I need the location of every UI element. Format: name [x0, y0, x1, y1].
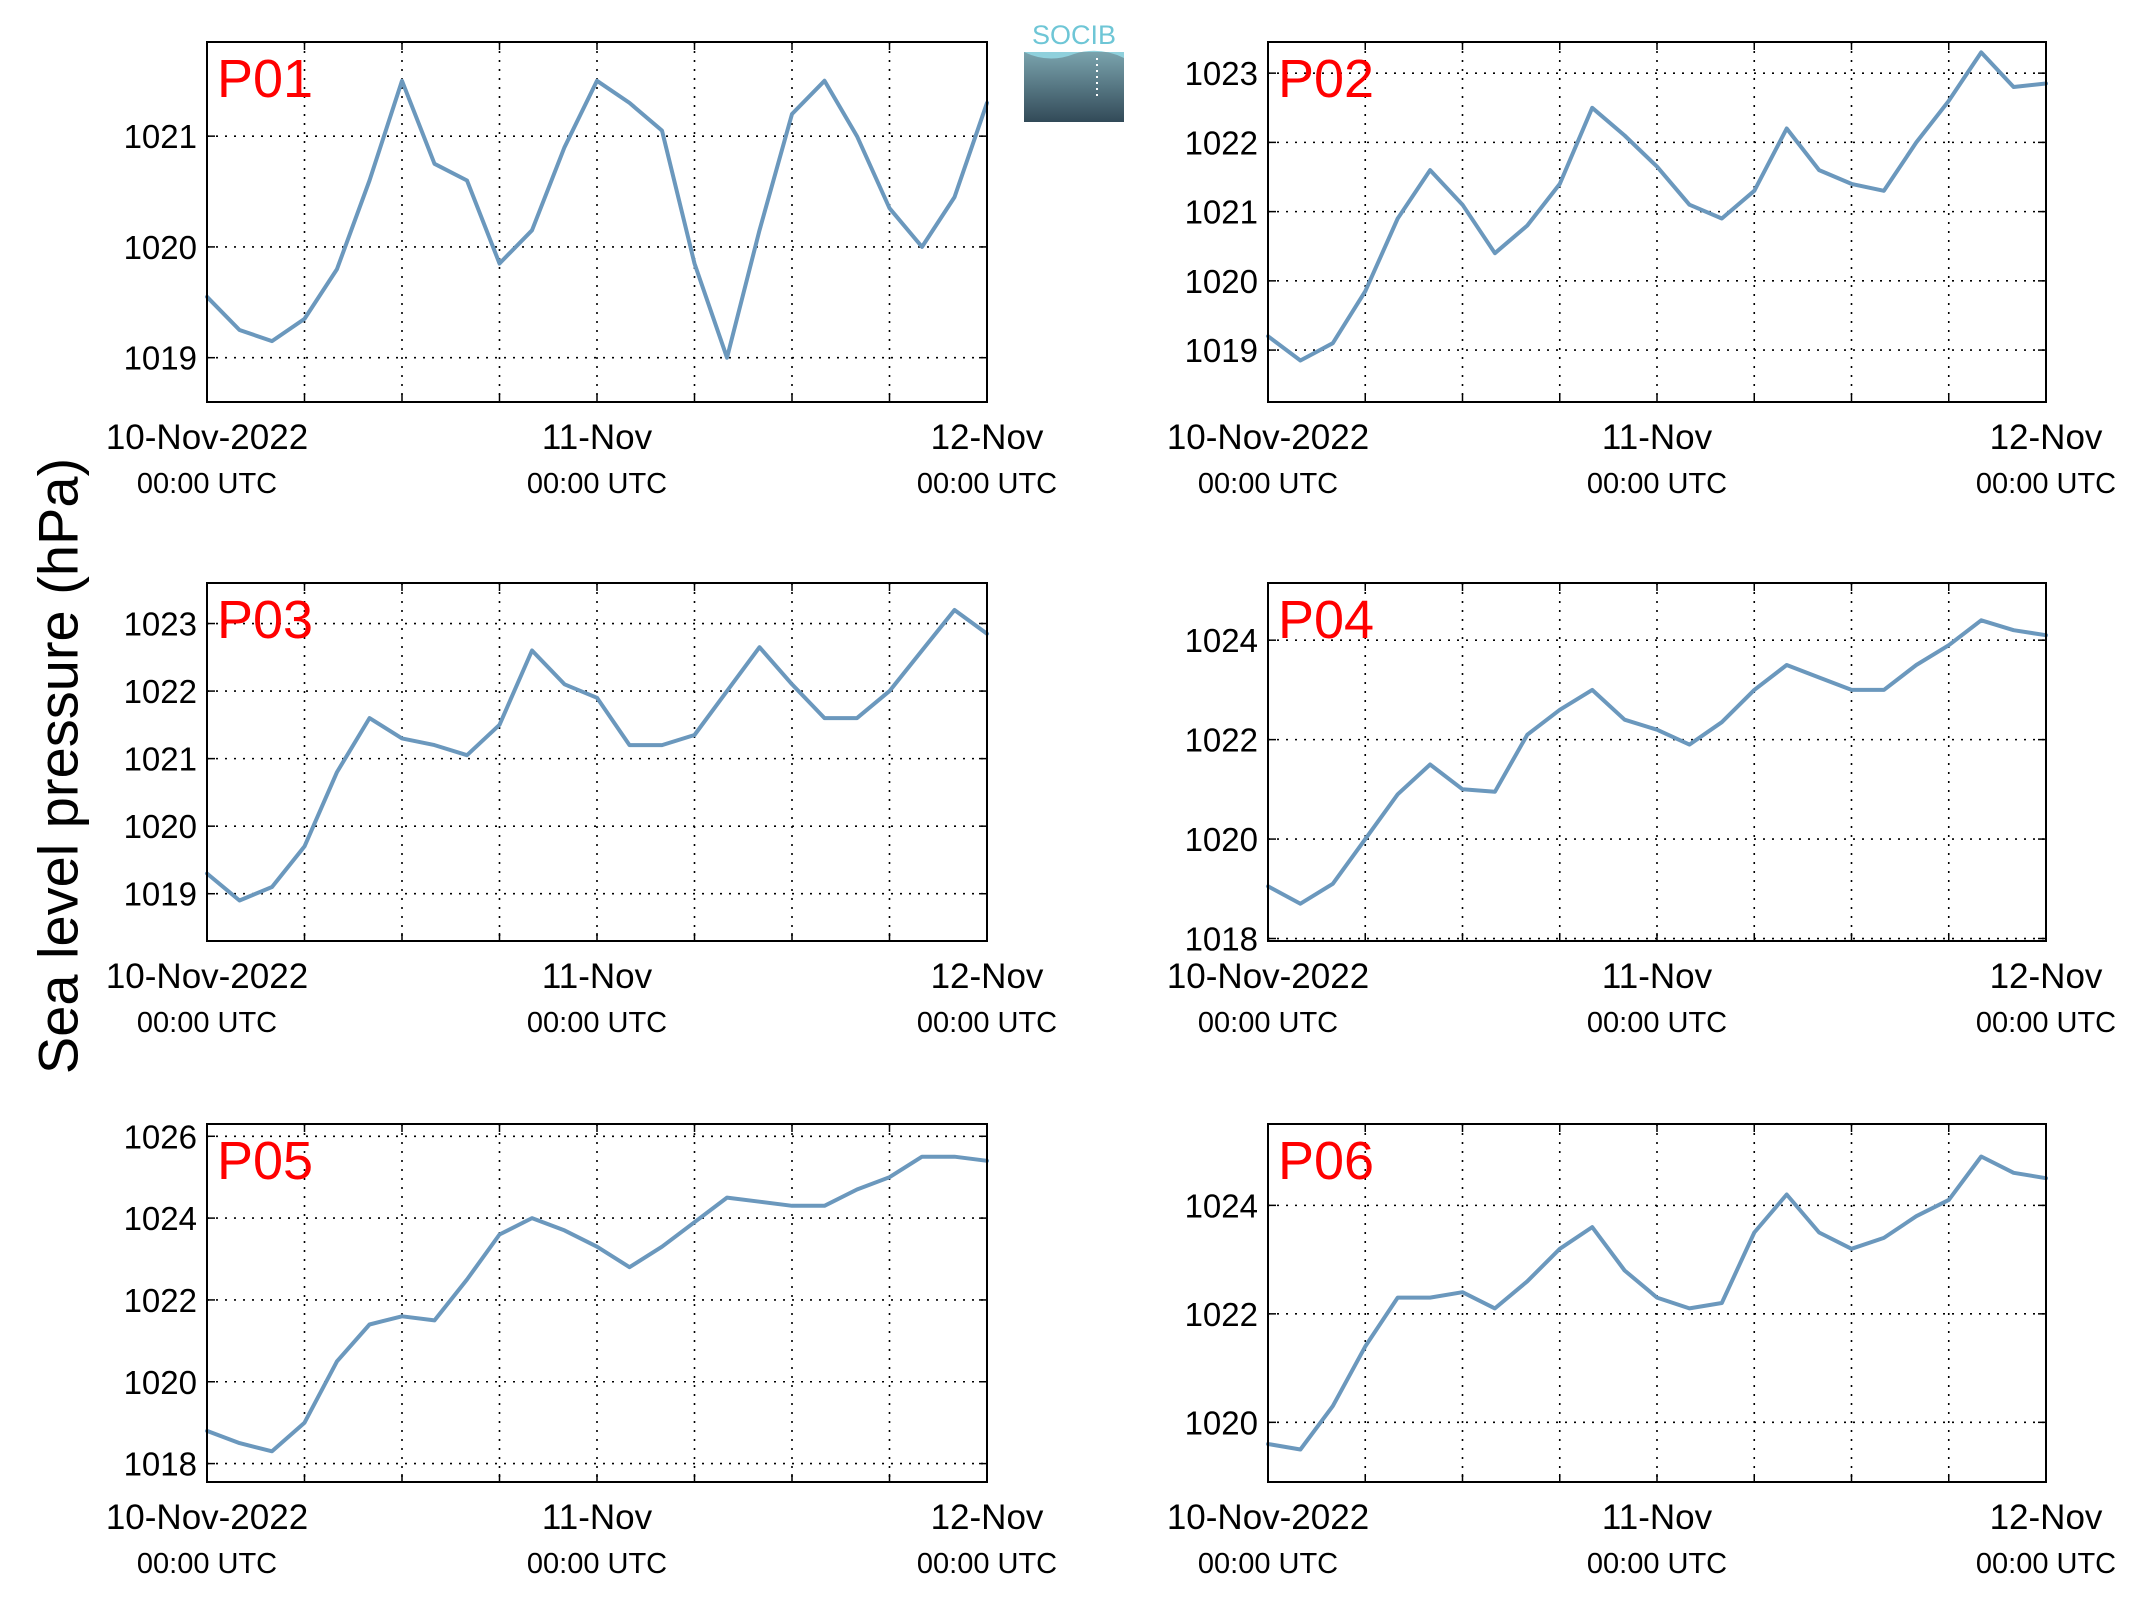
- x-tick-sublabel: 00:00 UTC: [527, 1007, 667, 1039]
- y-tick-label: 1020: [1185, 1404, 1258, 1441]
- y-tick-label: 1020: [1185, 821, 1258, 858]
- x-tick-sublabel: 00:00 UTC: [1587, 468, 1727, 500]
- data-series-line: [1266, 1154, 2048, 1452]
- panel-p03: 1019 1020 1021 1022 1023 P03 10-Nov-2022 00:00 …: [106, 582, 1057, 1039]
- data-series-line: [1266, 50, 2048, 363]
- x-tick-label: 12-Nov: [931, 418, 1044, 457]
- x-tick-sublabel: 00:00 UTC: [137, 468, 277, 500]
- x-tick-label: 11-Nov: [542, 418, 653, 457]
- y-tick-label: 1026: [124, 1118, 197, 1155]
- x-tick-sublabel: 00:00 UTC: [137, 1548, 277, 1580]
- axes-frame: [1267, 582, 2047, 942]
- y-tick-label: 1018: [1185, 921, 1258, 958]
- y-tick-label: 1024: [124, 1200, 197, 1237]
- data-series-line: [1266, 618, 2048, 906]
- x-tick-sublabel: 00:00 UTC: [1587, 1548, 1727, 1580]
- panel-label: P02: [1278, 49, 1374, 109]
- panel-p05: 1018 1020 1022 1024 1026 P05 10-Nov-2022 00:00 …: [106, 1118, 1057, 1580]
- y-tick-label: 1022: [1185, 1296, 1258, 1333]
- y-tick-label: 1018: [124, 1446, 197, 1483]
- y-tick-label: 1020: [1185, 263, 1258, 300]
- x-tick-label: 12-Nov: [1990, 1498, 2103, 1537]
- x-tick-label: 11-Nov: [1602, 1498, 1713, 1537]
- y-tick-label: 1021: [124, 741, 197, 778]
- x-tick-sublabel: 00:00 UTC: [1587, 1007, 1727, 1039]
- y-tick-label: 1021: [1185, 194, 1258, 231]
- x-tick-sublabel: 00:00 UTC: [137, 1007, 277, 1039]
- panel-label: P03: [217, 590, 313, 650]
- y-tick-label: 1023: [124, 606, 197, 643]
- axes-frame: [206, 1123, 988, 1483]
- y-tick-label: 1022: [1185, 124, 1258, 161]
- x-tick-label: 11-Nov: [1602, 957, 1713, 996]
- x-tick-sublabel: 00:00 UTC: [527, 1548, 667, 1580]
- x-tick-label: 10-Nov-2022: [106, 418, 308, 457]
- panel-p02: 1019 1020 1021 1022 1023 P02 10-Nov-2022 00:00 …: [1167, 41, 2116, 500]
- data-series-line: [205, 608, 989, 903]
- axes-frame: [206, 582, 988, 942]
- axes-frame: [206, 41, 988, 403]
- x-tick-sublabel: 00:00 UTC: [1198, 1007, 1338, 1039]
- y-tick-label: 1020: [124, 1364, 197, 1401]
- panel-p06: 1020 1022 1024 P06 10-Nov-2022 00:00 UTC 11-No…: [1167, 1123, 2116, 1580]
- x-tick-label: 11-Nov: [542, 1498, 653, 1537]
- y-tick-label: 1023: [1185, 55, 1258, 92]
- x-tick-sublabel: 00:00 UTC: [1976, 1007, 2116, 1039]
- x-tick-sublabel: 00:00 UTC: [917, 468, 1057, 500]
- socib-logo: SOCIB: [1024, 20, 1124, 122]
- x-tick-sublabel: 00:00 UTC: [527, 468, 667, 500]
- data-series-line: [205, 1154, 989, 1454]
- x-tick-label: 10-Nov-2022: [106, 957, 308, 996]
- y-tick-label: 1019: [124, 340, 197, 377]
- y-tick-label: 1024: [1185, 1187, 1258, 1224]
- x-tick-sublabel: 00:00 UTC: [917, 1007, 1057, 1039]
- x-tick-label: 10-Nov-2022: [1167, 957, 1369, 996]
- axes-frame: [1267, 41, 2047, 403]
- y-tick-label: 1021: [124, 118, 197, 155]
- x-tick-label: 12-Nov: [1990, 957, 2103, 996]
- panel-p01: 1019 1020 1021 P01 10-Nov-2022 00:00 UTC 11-No…: [106, 41, 1057, 500]
- x-tick-label: 10-Nov-2022: [1167, 418, 1369, 457]
- y-tick-label: 1022: [124, 1282, 197, 1319]
- x-tick-sublabel: 00:00 UTC: [1198, 1548, 1338, 1580]
- x-tick-label: 10-Nov-2022: [106, 1498, 308, 1537]
- y-tick-label: 1020: [124, 808, 197, 845]
- data-series-line: [205, 78, 989, 360]
- logo-text: SOCIB: [1032, 20, 1116, 50]
- x-tick-label: 12-Nov: [1990, 418, 2103, 457]
- x-tick-label: 10-Nov-2022: [1167, 1498, 1369, 1537]
- x-tick-label: 11-Nov: [542, 957, 653, 996]
- y-tick-label: 1019: [124, 876, 197, 913]
- x-tick-label: 11-Nov: [1602, 418, 1713, 457]
- y-tick-label: 1019: [1185, 332, 1258, 369]
- y-tick-label: 1022: [1185, 722, 1258, 759]
- panel-p04: 1018 1020 1022 1024 P04 10-Nov-2022 00:00 UTC 1…: [1167, 582, 2116, 1039]
- x-tick-sublabel: 00:00 UTC: [1976, 1548, 2116, 1580]
- panel-label: P01: [217, 49, 313, 109]
- axes-frame: [1267, 1123, 2047, 1483]
- panel-label: P06: [1278, 1131, 1374, 1191]
- y-tick-label: 1024: [1185, 622, 1258, 659]
- y-axis-label: Sea level pressure (hPa): [26, 457, 90, 1075]
- x-tick-sublabel: 00:00 UTC: [1198, 468, 1338, 500]
- x-tick-label: 12-Nov: [931, 957, 1044, 996]
- panel-label: P05: [217, 1131, 313, 1191]
- y-tick-label: 1022: [124, 673, 197, 710]
- x-tick-sublabel: 00:00 UTC: [1976, 468, 2116, 500]
- x-tick-label: 12-Nov: [931, 1498, 1044, 1537]
- y-tick-label: 1020: [124, 229, 197, 266]
- panel-label: P04: [1278, 590, 1374, 650]
- x-tick-sublabel: 00:00 UTC: [917, 1548, 1057, 1580]
